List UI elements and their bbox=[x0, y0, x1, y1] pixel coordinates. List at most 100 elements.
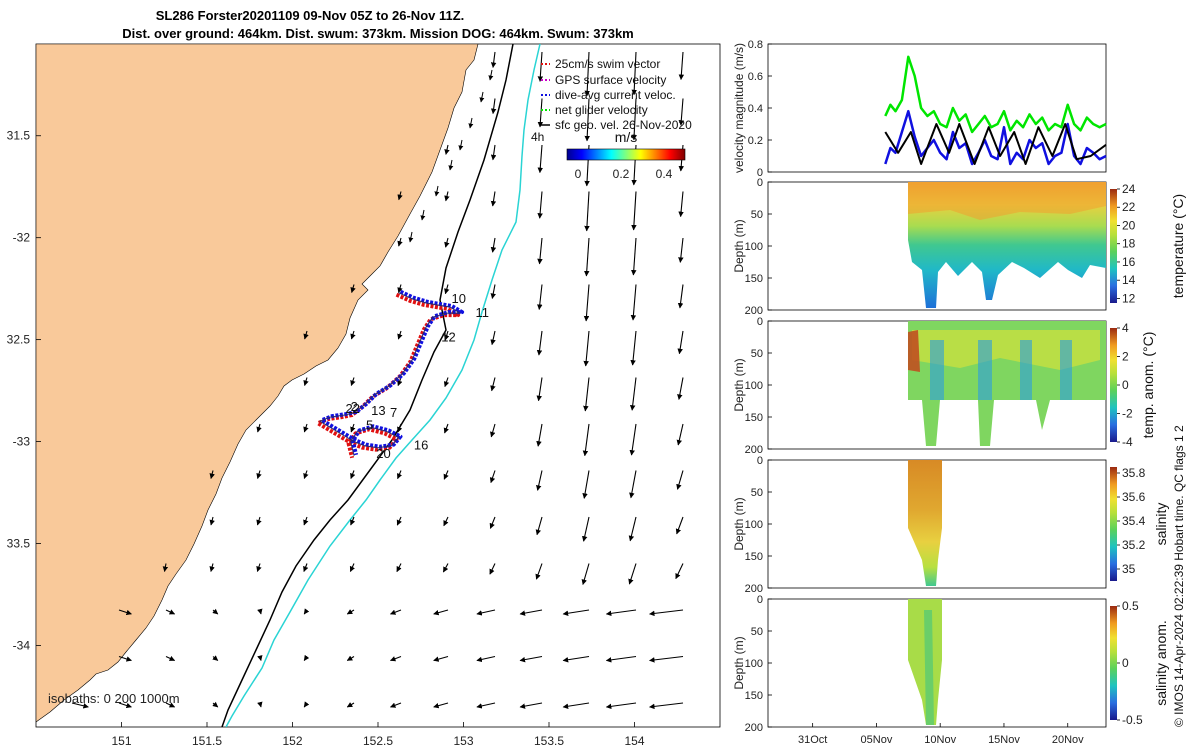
velocity-arrow bbox=[519, 609, 543, 616]
velocity-arrow bbox=[118, 702, 132, 709]
depth-tick-label: 100 bbox=[745, 241, 763, 253]
map-panel: 10 11 12 13 7 5 16 20 222 151 151.5 152 152.5 153 153… bbox=[7, 43, 721, 748]
map-ytick-label: -32 bbox=[13, 231, 31, 245]
colorbar-tick-label: 4 bbox=[1122, 321, 1129, 335]
map-ytick-label: 32.5 bbox=[7, 333, 31, 347]
depth-tick-label: 50 bbox=[751, 487, 763, 499]
velocity-arrow bbox=[442, 563, 449, 573]
velocity-arrow bbox=[535, 516, 543, 536]
velocity-arrow bbox=[583, 330, 590, 367]
velocity-arrow bbox=[444, 144, 450, 155]
depth-tick-label: 50 bbox=[751, 626, 763, 638]
velocity-arrow bbox=[433, 609, 449, 616]
velocity-arrow bbox=[562, 655, 590, 663]
velocity-arrow bbox=[303, 654, 310, 661]
velocity-arrow bbox=[118, 655, 132, 662]
velocity-arrow bbox=[678, 51, 685, 81]
velocity-arrow bbox=[444, 191, 450, 202]
velocity-arrow bbox=[256, 423, 262, 433]
velocity-arrow bbox=[631, 191, 637, 231]
depth-tick-label: 150 bbox=[745, 273, 763, 285]
velocity-arrow bbox=[676, 423, 684, 446]
velocity-arrow bbox=[628, 516, 637, 542]
colorbar-tick-label: 22 bbox=[1122, 200, 1136, 214]
velocity-arrow bbox=[476, 609, 496, 616]
track-line bbox=[319, 292, 461, 456]
velocity-arrow bbox=[165, 609, 176, 615]
salinity-anomaly-colorbar-ticks: 0.5 0 -0.5 bbox=[1117, 599, 1143, 727]
day-label: 11 bbox=[475, 305, 489, 320]
velocity-arrow bbox=[71, 702, 89, 709]
velocity-arrow bbox=[677, 330, 684, 355]
legend-dive-avg: dive-avg current veloc. bbox=[555, 88, 676, 102]
map-legend: 25cm/s swim vector GPS surface velocity … bbox=[531, 57, 692, 144]
depth-tick-label: 0 bbox=[757, 316, 763, 328]
velocity-arrow bbox=[397, 284, 403, 294]
day-label: 10 bbox=[452, 291, 466, 306]
depth-tick-label: 200 bbox=[745, 583, 763, 595]
map-title-line2: Dist. over ground: 464km. Dist. swum: 37… bbox=[122, 26, 634, 41]
velocity-ytick-label: 0.6 bbox=[748, 71, 763, 83]
velocity-arrow bbox=[303, 608, 310, 615]
day-label: 22 bbox=[346, 401, 360, 416]
velocity-arrow bbox=[535, 470, 543, 491]
colorbar-tick-label: 0 bbox=[1122, 656, 1129, 670]
annotation-4h: 4h bbox=[531, 130, 544, 144]
temperature-ylabel: Depth (m) bbox=[732, 219, 746, 272]
velocity-arrow bbox=[676, 470, 684, 490]
velocity-arrow bbox=[397, 237, 403, 247]
velocity-arrow bbox=[631, 98, 637, 141]
velocity-arrow bbox=[678, 98, 685, 126]
map-ytick-label: -33 bbox=[13, 435, 31, 449]
glider-track bbox=[315, 289, 465, 459]
velocity-arrow bbox=[257, 701, 263, 708]
colorbar-tick-label: 35.6 bbox=[1122, 490, 1146, 504]
legend-net-velocity: net glider velocity bbox=[555, 103, 648, 117]
salinity-anomaly-panel: 0 50 100 150 200 Depth (m) 0.5 0 -0.5 salinity… bbox=[732, 594, 1169, 746]
isobath-1000m bbox=[225, 44, 541, 727]
velocity-arrow bbox=[209, 563, 215, 573]
day-label: 13 bbox=[371, 403, 385, 418]
velocity-arrow bbox=[489, 563, 496, 575]
velocity-arrow bbox=[675, 516, 684, 535]
colorbar-unit: m/s bbox=[615, 129, 638, 145]
depth-tick-label: 100 bbox=[745, 519, 763, 531]
velocity-arrow bbox=[581, 563, 590, 586]
velocity-panel: 0 0.2 0.4 0.6 0.8 velocity magnitude (m/s) bbox=[732, 39, 1107, 179]
velocity-ytick-label: 0 bbox=[757, 167, 763, 179]
velocity-arrow bbox=[443, 377, 450, 388]
velocity-arrow bbox=[468, 117, 474, 129]
velocity-arrow bbox=[490, 423, 496, 438]
temp-anomaly-clabel: temp. anom. (°C) bbox=[1140, 332, 1156, 439]
date-tick-label: 05Nov bbox=[861, 734, 893, 746]
date-tick-label: 10Nov bbox=[924, 734, 956, 746]
velocity-series bbox=[884, 55, 1107, 166]
velocity-arrow bbox=[165, 655, 176, 661]
velocity-arrow bbox=[678, 237, 684, 263]
temp-anomaly-colorbar bbox=[1110, 328, 1117, 442]
velocity-arrow bbox=[629, 377, 637, 411]
velocity-arrow bbox=[583, 377, 590, 412]
temp-anomaly-colorbar-ticks: 4 2 0 -2 -4 bbox=[1117, 321, 1133, 449]
colorbar-tick-0: 0 bbox=[575, 167, 582, 181]
isobaths-label: isobaths: 0 200 1000m bbox=[48, 691, 180, 706]
velocity-arrow bbox=[628, 563, 637, 585]
depth-tick-label: 50 bbox=[751, 348, 763, 360]
velocity-arrow bbox=[303, 330, 309, 340]
depth-tick-label: 200 bbox=[745, 444, 763, 456]
day-labels: 10 11 12 13 7 5 16 20 222 bbox=[346, 291, 489, 461]
velocity-arrow bbox=[396, 516, 402, 526]
velocity-ylabel: velocity magnitude (m/s) bbox=[732, 43, 746, 173]
velocity-ytick-label: 0.2 bbox=[748, 135, 763, 147]
colorbar-tick-label: 14 bbox=[1122, 273, 1136, 287]
velocity-arrow bbox=[397, 330, 403, 340]
velocity-ytick-label: 0.4 bbox=[748, 103, 763, 115]
map-ytick-label: 33.5 bbox=[7, 537, 31, 551]
colorbar-tick-label: -0.5 bbox=[1122, 713, 1143, 727]
map-xtick-label: 151 bbox=[111, 734, 131, 748]
velocity-arrow bbox=[476, 702, 496, 709]
velocity-arrow bbox=[537, 284, 543, 310]
velocity-arrow bbox=[605, 655, 637, 663]
